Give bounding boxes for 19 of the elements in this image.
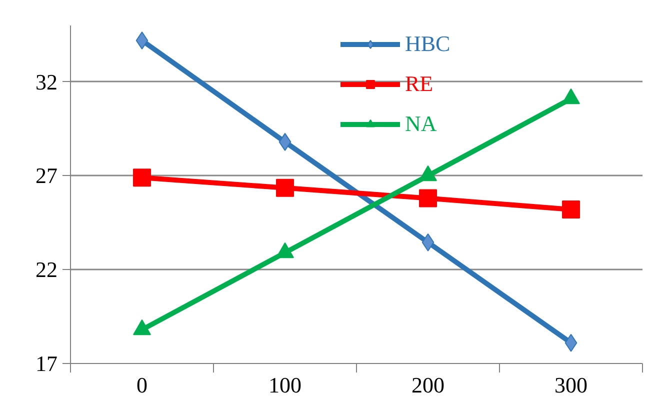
x-tick-label: 0 [136,372,148,398]
y-tick-label: 22 [36,257,58,282]
legend-label: HBC [405,31,450,57]
legend-label: NA [405,111,437,137]
y-tick-label: 27 [36,163,58,188]
legend-label: RE [405,71,434,97]
x-tick-label: 300 [554,372,588,398]
point [562,200,580,219]
point [422,233,434,252]
point [136,32,148,50]
y-tick-label: 32 [36,69,58,94]
point [276,178,294,197]
point [278,132,292,151]
y-tick-label: 17 [36,351,58,376]
point [564,334,578,352]
point [419,189,437,208]
x-tick-label: 200 [412,372,444,398]
point [133,168,151,187]
x-tick-label: 100 [268,372,302,398]
